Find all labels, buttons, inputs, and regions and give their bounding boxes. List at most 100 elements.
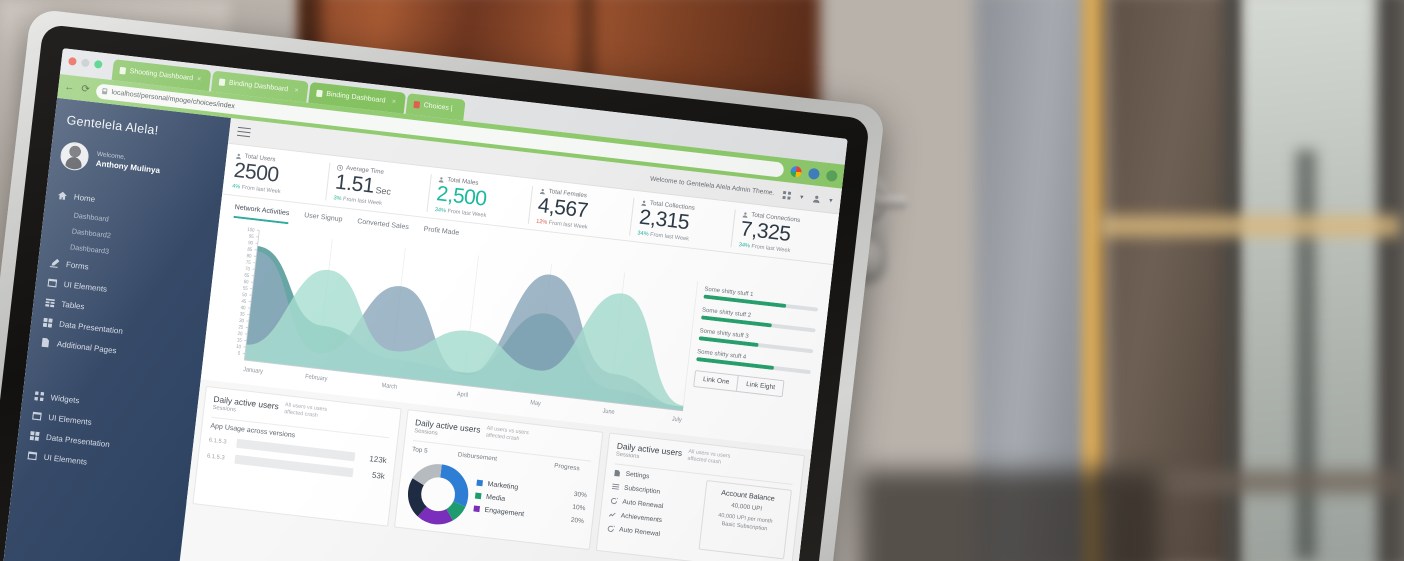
extension-icon[interactable] — [807, 167, 821, 180]
svg-text:15: 15 — [237, 337, 243, 344]
settings-item-subscription[interactable]: Subscription — [611, 483, 699, 500]
settings-item-auto-renewal-2[interactable]: Auto Renewal — [607, 525, 694, 542]
sidebar-item-data-presentation[interactable]: Data Presentation — [30, 310, 206, 350]
browser-tab-title: Binding Dashboard — [228, 79, 289, 94]
hamburger-icon[interactable] — [236, 124, 252, 140]
settings-item-achievements[interactable]: Achievements — [608, 511, 696, 528]
minimize-window-icon[interactable] — [80, 58, 90, 68]
svg-text:65: 65 — [244, 272, 250, 279]
close-tab-icon[interactable]: × — [391, 98, 397, 106]
svg-text:July: July — [671, 416, 682, 424]
sidebar-item-label: Additional Pages — [56, 338, 118, 355]
sidebar-item-label: UI Elements — [47, 412, 93, 427]
window-icon — [32, 411, 42, 421]
area-chart-svg: 1009590858075706560555045403530252015105… — [236, 226, 699, 424]
svg-text:20: 20 — [237, 330, 243, 337]
close-tab-icon[interactable]: × — [293, 87, 299, 95]
extension-icon[interactable] — [825, 169, 838, 182]
kpi-delta-value: 34% — [738, 241, 751, 249]
aside-bar-item: Some shitty stuff 2 — [701, 307, 817, 333]
kpi-delta-value: 34% — [434, 206, 447, 214]
link-eight-button[interactable]: Link Eight — [736, 375, 784, 396]
card-note: All users vs users affected crash — [687, 448, 731, 466]
chrome-logo-icon[interactable] — [790, 165, 803, 178]
browser-tab-title: Choices | — [423, 102, 453, 113]
settings-icon — [614, 469, 620, 477]
settings-item-label: Subscription — [623, 484, 661, 496]
svg-text:70: 70 — [245, 265, 251, 272]
refresh-icon — [610, 497, 618, 505]
admin-dashboard: Gentelela Alela! Welcome, Anthony Muliny… — [0, 97, 842, 561]
link-one-button[interactable]: Link One — [694, 370, 739, 391]
refresh-icon — [607, 525, 615, 532]
door-handle-lever — [872, 196, 908, 209]
sidebar-item-home[interactable]: Home — [45, 183, 221, 223]
avatar — [59, 140, 91, 172]
maximize-window-icon[interactable] — [93, 59, 103, 69]
legend-swatch — [476, 479, 484, 487]
sidebar-item-label: UI Elements — [63, 279, 108, 294]
aside-bar-item: Some shitty stuff 4 — [696, 349, 812, 374]
donut-slice — [407, 464, 469, 525]
sidebar-item-additional-pages[interactable]: Additional Pages — [28, 330, 204, 370]
background-frame-right — [1378, 0, 1404, 561]
legend-swatch — [473, 505, 481, 513]
close-window-icon[interactable] — [68, 56, 77, 66]
background-shelf-top — [1100, 215, 1400, 237]
top-bar: Welcome to Gentelela Alela Admin Theme. … — [228, 117, 842, 215]
svg-text:40: 40 — [240, 304, 246, 311]
main-content: Welcome to Gentelela Alela Admin Theme. … — [170, 117, 842, 561]
sidebar-item-ui-elements-3[interactable]: UI Elements — [15, 444, 191, 484]
window-controls[interactable] — [68, 56, 103, 69]
kpi-value: 1.51 — [334, 170, 376, 198]
caret-label[interactable]: ▾ — [799, 193, 804, 201]
sidebar-item-forms[interactable]: Forms — [37, 251, 213, 291]
svg-text:50: 50 — [242, 291, 248, 298]
sidebar-item-ui-elements-2[interactable]: UI Elements — [19, 404, 195, 444]
sidebar-item-label: Home — [73, 191, 96, 204]
sidebar: Gentelela Alela! Welcome, Anthony Muliny… — [0, 97, 231, 561]
kpi-total-females: Total Females 4,567 12% From last Week — [527, 186, 634, 236]
settings-item-settings[interactable]: Settings — [613, 469, 700, 486]
svg-text:June: June — [602, 408, 615, 416]
svg-text:55: 55 — [243, 285, 249, 292]
sidebar-item-ui-elements[interactable]: UI Elements — [35, 271, 211, 311]
sidebar-item-label: UI Elements — [43, 452, 88, 467]
laptop-screen: Shooting Dashboard × Binding Dashboard ×… — [0, 48, 848, 561]
user-icon[interactable] — [812, 194, 821, 203]
sidebar-item-widgets[interactable]: Widgets — [22, 384, 198, 424]
legend-percent: 20% — [570, 516, 585, 525]
background-shadow — [860, 470, 1160, 561]
settings-item-auto-renewal[interactable]: Auto Renewal — [610, 497, 697, 514]
link-button-group[interactable]: Link One Link Eight — [693, 369, 785, 397]
sidebar-item-label: Forms — [65, 259, 90, 272]
window-icon — [27, 450, 38, 460]
background-wall-gray — [975, 0, 1085, 561]
legend-swatch — [474, 492, 482, 500]
sidebar-item-label: Dashboard — [73, 210, 110, 224]
sidebar-item-label: Data Presentation — [58, 319, 124, 336]
back-arrow-icon[interactable]: ← — [63, 81, 76, 94]
chart-icon — [608, 512, 616, 517]
sidebar-item-data-presentation-2[interactable]: Data Presentation — [17, 424, 193, 464]
home-icon — [58, 191, 67, 200]
settings-item-label: Settings — [625, 470, 650, 481]
user-icon — [742, 211, 748, 218]
browser-tab-title: Shooting Dashboard — [129, 68, 194, 83]
svg-text:45: 45 — [241, 298, 247, 305]
kpi-total-collections: Total Collections 2,315 34% From last We… — [629, 197, 735, 247]
top-bar-right: Welcome to Gentelela Alela Admin Theme. … — [650, 175, 833, 205]
svg-text:25: 25 — [238, 324, 244, 331]
reload-icon[interactable]: ⟳ — [80, 83, 91, 95]
svg-text:80: 80 — [246, 252, 252, 259]
version-label: 6.1.5.3 — [208, 437, 227, 446]
background-glass-shadow — [1296, 150, 1316, 560]
caret-label-2[interactable]: ▾ — [828, 196, 833, 205]
apps-icon[interactable] — [782, 190, 792, 200]
sidebar-item-tables[interactable]: Tables — [33, 291, 209, 331]
account-balance-box: Account Balance 40,000 UPI 40,000 UPI pe… — [698, 480, 792, 560]
settings-list: Settings Subscription Auto Renewal — [606, 469, 700, 549]
sidebar-item-label: Widgets — [50, 392, 80, 405]
close-tab-icon[interactable]: × — [196, 75, 202, 84]
table-icon — [45, 297, 56, 307]
